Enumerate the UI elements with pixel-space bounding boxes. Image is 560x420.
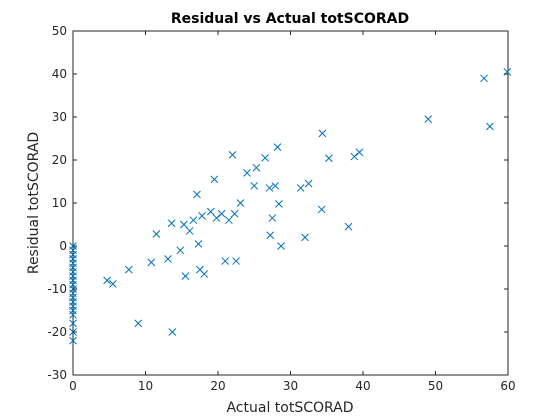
y-tick-label: -20 — [47, 325, 67, 339]
data-point — [109, 279, 117, 288]
y-tick-label: 50 — [52, 24, 67, 38]
x-axis-label: Actual totSCORAD — [226, 400, 353, 416]
plot-area — [72, 30, 509, 376]
data-point — [69, 310, 77, 319]
data-point — [355, 148, 364, 157]
data-point — [206, 207, 215, 216]
data-point — [69, 336, 77, 345]
y-axis-label: Residual totSCORAD — [26, 132, 42, 274]
data-point — [230, 209, 239, 218]
data-point — [167, 219, 176, 228]
y-tick-label: 20 — [52, 153, 67, 167]
data-point — [194, 239, 203, 248]
data-point — [250, 181, 259, 190]
data-point — [265, 184, 274, 192]
x-tick-label: 10 — [138, 379, 153, 393]
x-tick-label: 20 — [210, 379, 225, 393]
data-point — [271, 181, 280, 190]
y-tick-label: 40 — [52, 67, 67, 81]
data-point — [134, 319, 143, 328]
y-tick-label: 0 — [59, 239, 67, 253]
data-point — [252, 163, 261, 172]
data-point — [228, 150, 237, 159]
data-point — [268, 214, 277, 222]
data-point — [325, 154, 333, 163]
y-tick-label: 30 — [52, 110, 67, 124]
data-point — [124, 265, 133, 274]
data-point — [344, 222, 353, 231]
data-point — [236, 199, 245, 207]
data-point — [200, 270, 209, 278]
data-point — [486, 122, 494, 131]
x-tick-label: 40 — [355, 379, 370, 393]
data-point — [318, 129, 327, 138]
data-point — [69, 319, 77, 328]
data-point — [350, 152, 359, 161]
data-point — [273, 143, 282, 151]
data-point — [221, 257, 230, 265]
x-tick-label: 50 — [428, 379, 443, 393]
data-point — [147, 258, 156, 267]
x-tick-label: 30 — [283, 379, 298, 393]
data-point — [480, 74, 488, 83]
x-tick-label: 60 — [500, 379, 515, 393]
data-point — [232, 257, 240, 265]
x-tick-label: 0 — [69, 379, 77, 393]
data-point — [193, 190, 201, 199]
data-point — [152, 230, 161, 238]
data-point — [164, 255, 172, 263]
data-point — [243, 169, 251, 177]
data-point — [225, 216, 233, 225]
data-point — [210, 175, 219, 184]
data-point — [198, 212, 206, 220]
data-point — [317, 205, 326, 214]
y-tick-label: 10 — [52, 196, 67, 210]
data-point — [212, 214, 221, 222]
data-point — [168, 328, 177, 336]
data-point — [424, 115, 433, 124]
data-point — [304, 179, 313, 188]
data-point — [217, 209, 226, 218]
data-point — [277, 242, 285, 250]
data-point — [103, 276, 111, 285]
chart-title: Residual vs Actual totSCORAD — [171, 11, 409, 27]
data-point — [261, 153, 269, 162]
y-tick-label: -10 — [47, 282, 67, 296]
data-point — [296, 184, 305, 192]
data-point — [275, 200, 283, 208]
y-tick-label: -30 — [47, 368, 67, 382]
data-point — [266, 231, 275, 240]
data-point — [180, 220, 188, 229]
data-point — [185, 227, 194, 235]
data-point — [301, 233, 309, 242]
data-point — [189, 216, 198, 225]
data-point — [176, 246, 185, 255]
data-point — [181, 272, 190, 280]
